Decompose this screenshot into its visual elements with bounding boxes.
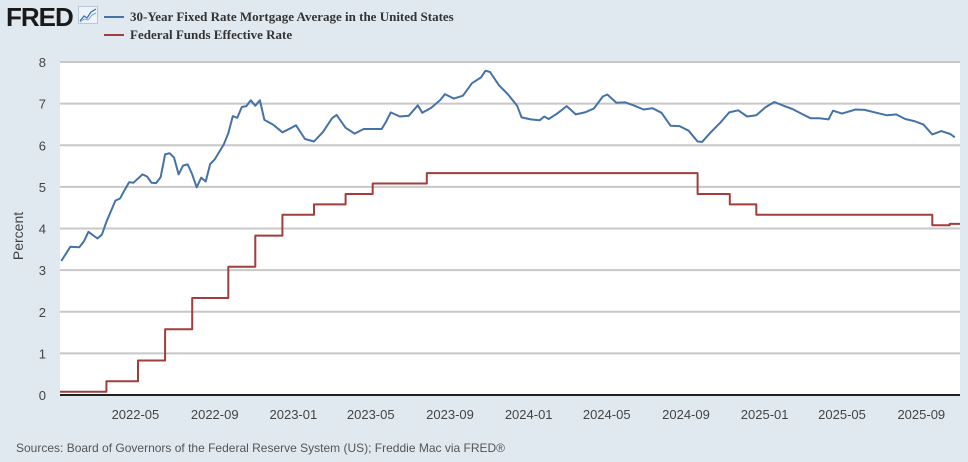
x-tick-label: 2025-05 xyxy=(818,407,866,422)
y-tick-label: 0 xyxy=(39,388,46,403)
x-tick-label: 2024-01 xyxy=(505,407,553,422)
fred-logo[interactable]: FRED xyxy=(6,2,74,32)
y-tick-label: 7 xyxy=(39,97,46,112)
x-tick-label: 2025-09 xyxy=(897,407,945,422)
y-tick-label: 3 xyxy=(39,263,46,278)
y-tick-label: 4 xyxy=(39,222,46,237)
legend-label-mortgage: 30-Year Fixed Rate Mortgage Average in t… xyxy=(130,9,454,24)
legend-label-fedfunds: Federal Funds Effective Rate xyxy=(130,27,293,42)
series-line-fedfunds xyxy=(60,172,960,393)
legend-swatch-fedfunds xyxy=(104,34,124,36)
line-chart-icon xyxy=(78,6,98,24)
legend-item-mortgage[interactable]: 30-Year Fixed Rate Mortgage Average in t… xyxy=(104,8,454,26)
x-tick-label: 2024-05 xyxy=(583,407,631,422)
x-tick-label: 2023-05 xyxy=(347,407,395,422)
sources-text: Sources: Board of Governors of the Feder… xyxy=(16,441,506,455)
y-tick-label: 1 xyxy=(39,346,46,361)
x-tick-label: 2022-09 xyxy=(191,407,239,422)
x-tick-label: 2025-01 xyxy=(741,407,789,422)
y-tick-label: 8 xyxy=(39,55,46,70)
y-tick-label: 6 xyxy=(39,138,46,153)
x-tick-label: 2023-09 xyxy=(426,407,474,422)
legend-swatch-mortgage xyxy=(104,16,124,18)
series-line-mortgage xyxy=(60,69,956,262)
y-tick-label: 2 xyxy=(39,305,46,320)
y-tick-label: 5 xyxy=(39,180,46,195)
x-tick-label: 2024-09 xyxy=(662,407,710,422)
legend: 30-Year Fixed Rate Mortgage Average in t… xyxy=(104,8,454,44)
legend-item-fedfunds[interactable]: Federal Funds Effective Rate xyxy=(104,26,454,44)
x-tick-label: 2023-01 xyxy=(270,407,318,422)
x-tick-label: 2022-05 xyxy=(112,407,160,422)
